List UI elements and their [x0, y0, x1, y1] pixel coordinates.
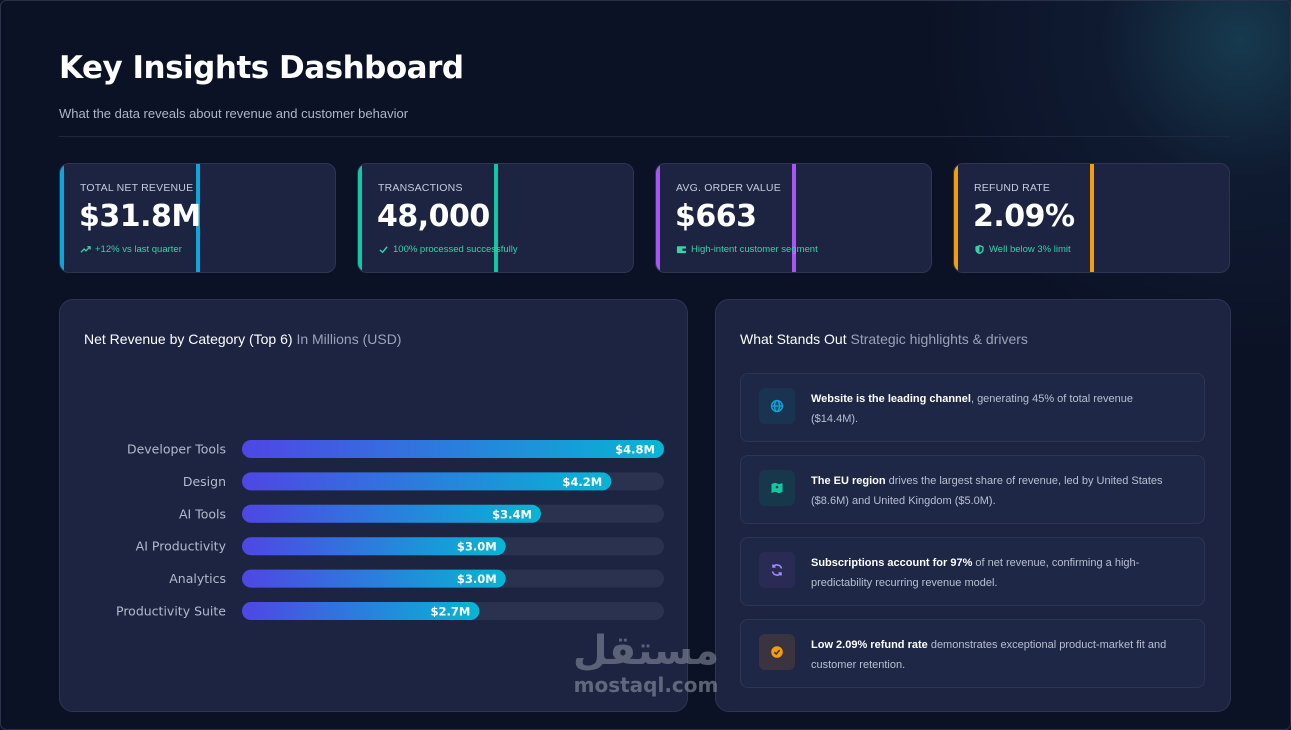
- page-header: Key Insights Dashboard What the data rev…: [59, 50, 1230, 121]
- kpi-value: $31.8M: [79, 199, 201, 234]
- category-label: Design: [183, 474, 226, 489]
- insight-card-channel: Website is the leading channel, generati…: [740, 373, 1205, 442]
- kpi-note-text: 100% processed successfully: [393, 244, 518, 255]
- insight-bold: Website is the leading channel: [811, 393, 971, 405]
- insight-bold: Low 2.09% refund rate: [811, 639, 928, 651]
- insight-text: Low 2.09% refund rate demonstrates excep…: [811, 635, 1181, 675]
- insight-icon-box: [759, 634, 795, 670]
- bar-productivity-suite[interactable]: [242, 602, 480, 620]
- kpi-note: High-intent customer segment: [676, 244, 818, 255]
- insight-text: Subscriptions account for 97% of net rev…: [811, 553, 1181, 593]
- kpi-note: Well below 3% limit: [974, 244, 1071, 255]
- category-label: Analytics: [169, 571, 226, 586]
- chart-panel: Net Revenue by Category (Top 6) In Milli…: [59, 299, 688, 712]
- kpi-note-text: Well below 3% limit: [989, 244, 1071, 255]
- trend-up-icon: [80, 246, 91, 253]
- kpi-note: +12% vs last quarter: [80, 244, 182, 255]
- kpi-label: AVG. ORDER VALUE: [676, 182, 781, 194]
- insight-body: , generating 45% of total revenue ($14.4…: [811, 393, 1134, 425]
- insight-icon-box: [759, 552, 795, 588]
- kpi-value: 48,000: [377, 199, 490, 234]
- bar-value-label: $3.0M: [457, 572, 497, 586]
- page-title: Key Insights Dashboard: [59, 50, 464, 86]
- watermark-latin: mostaql.com: [573, 673, 719, 697]
- insight-card-region: The EU region drives the largest share o…: [740, 455, 1205, 524]
- bar-developer-tools[interactable]: [242, 440, 664, 458]
- insights-subtitle: Strategic highlights & drivers: [850, 331, 1028, 347]
- map-icon: [771, 482, 783, 494]
- kpi-accent-bar: [656, 164, 660, 272]
- kpi-label: REFUND RATE: [974, 182, 1051, 194]
- bar-analytics[interactable]: [242, 569, 506, 588]
- check-badge-icon: [771, 646, 783, 658]
- check-icon: [379, 246, 388, 254]
- bar-value-label: $2.7M: [431, 605, 471, 619]
- insight-body: of net revenue, confirming a high-predic…: [811, 557, 1140, 589]
- header-divider: [59, 136, 1230, 137]
- shield-icon: [975, 244, 984, 255]
- kpi-accent-bar: [358, 164, 362, 272]
- insights-title: What Stands Out: [740, 331, 847, 347]
- kpi-accent-bar: [954, 164, 958, 272]
- kpi-accent-bar: [792, 164, 796, 272]
- bar-ai-tools[interactable]: [242, 504, 541, 523]
- insight-bold: The EU region: [811, 475, 886, 487]
- insight-icon-box: [759, 470, 795, 506]
- revenue-bar-chart: Developer Tools $4.8M Design $4.2M AI Tools $…: [116, 440, 664, 620]
- category-label: AI Productivity: [136, 539, 227, 554]
- chart-panel-title: Net Revenue by Category (Top 6) In Milli…: [84, 331, 401, 347]
- insights-panel: What Stands Out Strategic highlights & d…: [715, 299, 1231, 712]
- kpi-card-refund: REFUND RATE 2.09% Well below 3% limit: [953, 163, 1230, 273]
- bar-value-label: $3.4M: [492, 507, 532, 521]
- kpi-row: TOTAL NET REVENUE $31.8M +12% vs last qu…: [59, 163, 1230, 273]
- insight-card-refund: Low 2.09% refund rate demonstrates excep…: [740, 619, 1205, 688]
- insights-panel-title: What Stands Out Strategic highlights & d…: [740, 331, 1028, 347]
- insight-text: The EU region drives the largest share o…: [811, 471, 1181, 511]
- bar-ai-productivity[interactable]: [242, 537, 506, 556]
- kpi-value: 2.09%: [973, 199, 1075, 234]
- kpi-card-aov: AVG. ORDER VALUE $663 High-intent custom…: [655, 163, 932, 273]
- kpi-card-transactions: TRANSACTIONS 48,000 100% processed succe…: [357, 163, 634, 273]
- wallet-icon: [676, 246, 687, 254]
- globe-icon: [770, 399, 784, 413]
- bar-value-label: $4.2M: [562, 475, 602, 489]
- watermark: مستقل mostaql.com: [566, 628, 726, 696]
- kpi-accent-bar: [196, 164, 200, 272]
- kpi-accent-bar: [1090, 164, 1094, 272]
- kpi-note-text: +12% vs last quarter: [95, 244, 182, 255]
- insight-text: Website is the leading channel, generati…: [811, 389, 1181, 429]
- category-label: Productivity Suite: [116, 604, 226, 619]
- kpi-accent-bar: [494, 164, 498, 272]
- insight-body: demonstrates exceptional product-market …: [811, 639, 1167, 671]
- kpi-accent-bar: [60, 164, 64, 272]
- refresh-icon: [771, 564, 783, 576]
- kpi-card-revenue: TOTAL NET REVENUE $31.8M +12% vs last qu…: [59, 163, 336, 273]
- insight-card-subscriptions: Subscriptions account for 97% of net rev…: [740, 537, 1205, 606]
- category-label: AI Tools: [179, 506, 226, 521]
- insight-bold: Subscriptions account for 97%: [811, 557, 973, 569]
- watermark-arabic: مستقل: [572, 628, 720, 674]
- bar-value-label: $3.0M: [457, 540, 497, 554]
- bar-design[interactable]: [242, 472, 612, 491]
- chart-title: Net Revenue by Category (Top 6): [84, 331, 293, 347]
- kpi-label: TRANSACTIONS: [378, 182, 463, 194]
- kpi-note-text: High-intent customer segment: [691, 244, 818, 255]
- bar-value-label: $4.8M: [615, 443, 655, 457]
- chart-subtitle: In Millions (USD): [296, 331, 402, 347]
- page-subtitle: What the data reveals about revenue and …: [59, 106, 409, 121]
- insight-body: drives the largest share of revenue, led…: [811, 475, 1163, 507]
- category-label: Developer Tools: [127, 442, 226, 457]
- insight-icon-box: [759, 388, 795, 424]
- kpi-note: 100% processed successfully: [378, 244, 518, 255]
- kpi-value: $663: [675, 199, 757, 234]
- kpi-label: TOTAL NET REVENUE: [80, 182, 194, 194]
